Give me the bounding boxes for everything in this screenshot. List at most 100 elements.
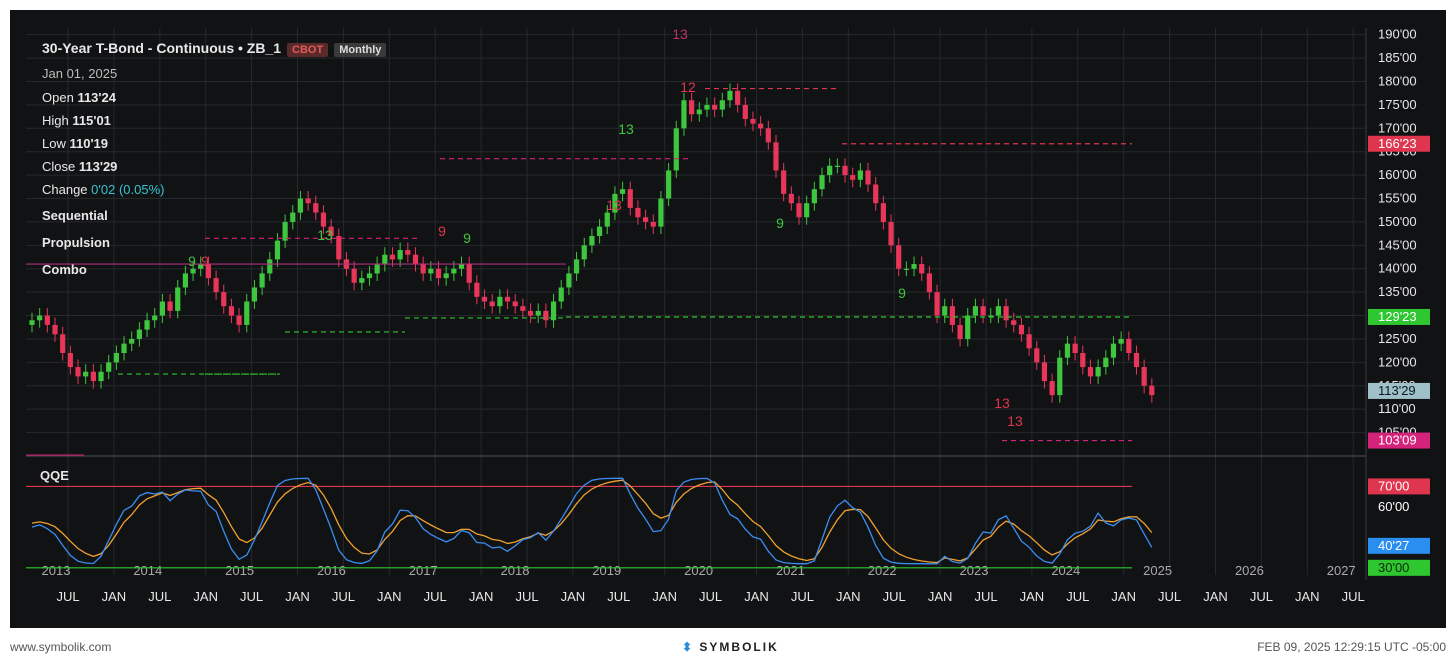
- candle-body: [1003, 306, 1009, 321]
- qqe-tick-label: 30'00: [1378, 560, 1409, 575]
- candle-body: [681, 100, 687, 129]
- sequential-count-label: 9: [463, 230, 471, 246]
- x-month-label: JUL: [1158, 589, 1181, 604]
- candle-body: [750, 118, 756, 124]
- x-month-label: JAN: [1203, 589, 1228, 604]
- candle-body: [305, 198, 311, 204]
- qqe-tick-label: 70'00: [1378, 478, 1409, 493]
- x-year-label: 2016: [317, 563, 346, 578]
- candle-body: [290, 212, 296, 222]
- candle-body: [1041, 362, 1048, 382]
- x-month-label: JUL: [424, 589, 447, 604]
- chart-title: 30-Year T-Bond - Continuous • ZB_1 CBOT Mo…: [42, 40, 387, 57]
- x-year-label: 2017: [409, 563, 438, 578]
- candle-body: [773, 142, 779, 171]
- candle-body: [650, 221, 656, 227]
- candle-body: [144, 320, 150, 330]
- candle-body: [643, 217, 649, 222]
- candle-body: [811, 189, 817, 204]
- sequential-count-label: 13: [672, 26, 688, 42]
- candle-body: [1080, 353, 1086, 368]
- candle-body: [121, 343, 127, 354]
- indicator-combo[interactable]: Combo: [42, 262, 87, 277]
- title-text: 30-Year T-Bond - Continuous • ZB_1: [42, 40, 282, 56]
- candle-body: [259, 273, 265, 288]
- candle-body: [175, 287, 181, 311]
- candle-body: [842, 165, 848, 176]
- candle-body: [167, 301, 173, 311]
- candle-body: [1103, 357, 1109, 368]
- candle-body: [635, 207, 641, 218]
- x-year-label: 2025: [1143, 563, 1172, 578]
- sequential-count-label: 9: [898, 285, 906, 301]
- y-tick-label: 155'00: [1378, 191, 1417, 206]
- footer-website[interactable]: www.symbolik.com: [10, 640, 112, 654]
- x-year-label: 2026: [1235, 563, 1264, 578]
- price-tag: [1368, 135, 1430, 152]
- candle-body: [535, 310, 541, 316]
- candle-body: [90, 371, 96, 382]
- candle-body: [596, 226, 603, 236]
- candle-body: [251, 287, 258, 302]
- candle-body: [704, 104, 710, 110]
- grid-lines: [26, 28, 1366, 575]
- candle-body: [1095, 367, 1101, 377]
- candle-body: [995, 306, 1002, 316]
- interval-badge[interactable]: Monthly: [334, 43, 387, 57]
- candle-body: [267, 259, 273, 274]
- indicator-sequential[interactable]: Sequential: [42, 208, 108, 223]
- candle-body: [44, 315, 50, 325]
- x-month-label: JUL: [699, 589, 722, 604]
- candle-body: [282, 221, 288, 241]
- candle-body: [129, 338, 135, 344]
- sequential-count-label: 9: [776, 215, 784, 231]
- candle-body: [742, 104, 748, 119]
- candle-body: [443, 273, 449, 279]
- candle-body: [781, 170, 787, 194]
- candle-body: [497, 296, 503, 307]
- footer-brand: ⬍ SYMBOLIK: [682, 640, 779, 654]
- x-month-label: JUL: [791, 589, 814, 604]
- x-month-label: JAN: [469, 589, 494, 604]
- candle-body: [612, 193, 618, 213]
- x-month-label: JUL: [515, 589, 538, 604]
- candle-body: [152, 315, 158, 321]
- candle-body: [1018, 324, 1025, 335]
- x-month-label: JUL: [1250, 589, 1273, 604]
- price-tag-label: 129'23: [1378, 309, 1417, 324]
- x-month-label: JUL: [56, 589, 79, 604]
- candle-body: [527, 310, 534, 316]
- price-tag: [1368, 382, 1430, 399]
- y-tick-label: 175'00: [1378, 97, 1417, 112]
- x-month-label: JUL: [1066, 589, 1089, 604]
- candle-body: [366, 273, 373, 279]
- y-tick-label: 145'00: [1378, 237, 1417, 252]
- x-month-label: JUL: [883, 589, 906, 604]
- x-year-label: 2020: [684, 563, 713, 578]
- candle-body: [949, 306, 955, 325]
- candle-body: [543, 310, 549, 321]
- qqe-tag: [1368, 559, 1430, 576]
- x-month-label: JUL: [974, 589, 997, 604]
- candle-body: [673, 128, 679, 171]
- candle-body: [458, 264, 465, 269]
- candle-body: [942, 306, 948, 316]
- x-month-label: JAN: [1111, 589, 1136, 604]
- candle-body: [159, 301, 165, 316]
- candle-body: [182, 273, 188, 288]
- candle-body: [566, 273, 572, 288]
- sequential-count-label: 9: [438, 223, 446, 239]
- price-tag-label: 166'23: [1378, 136, 1417, 151]
- x-year-label: 2021: [776, 563, 805, 578]
- candle-body: [804, 203, 810, 218]
- high-row: High 115'01: [42, 113, 111, 128]
- candle-body: [37, 315, 43, 321]
- candle-body: [696, 109, 702, 115]
- candle-body: [244, 301, 250, 325]
- x-month-label: JAN: [928, 589, 953, 604]
- symbolik-logo-icon: ⬍: [682, 640, 695, 654]
- indicator-propulsion[interactable]: Propulsion: [42, 235, 110, 250]
- candle-body: [666, 170, 672, 199]
- candle-body: [873, 184, 879, 204]
